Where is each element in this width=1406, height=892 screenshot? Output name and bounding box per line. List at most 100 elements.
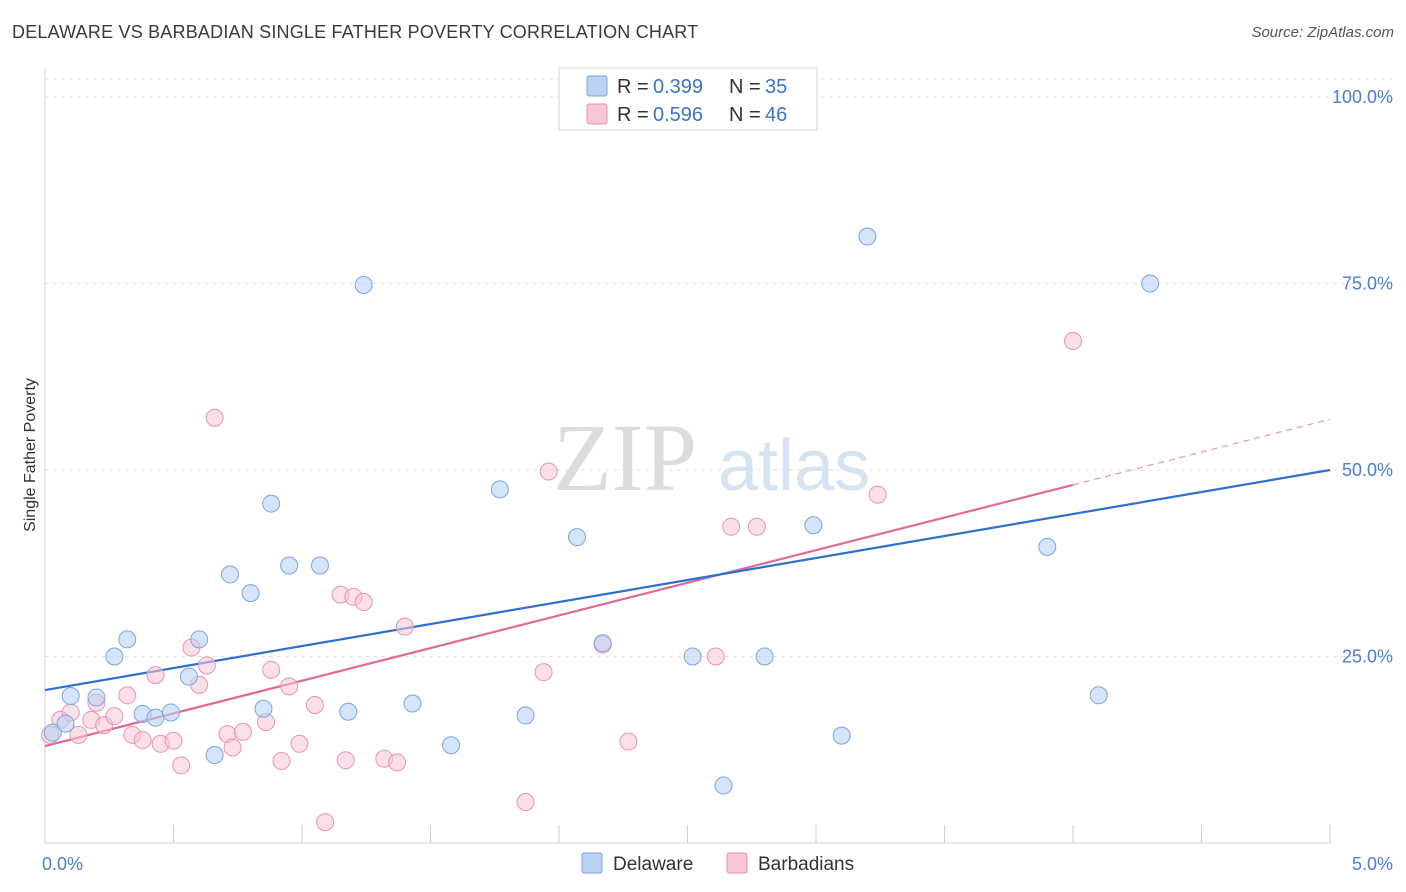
point-barbadians <box>516 792 535 811</box>
gridlines <box>45 78 1392 657</box>
point-barbadians <box>69 725 88 744</box>
legend-top: R = 0.399 N = 35 R = 0.596 N = 46 <box>558 67 818 131</box>
point-barbadians <box>539 462 558 481</box>
legend-r-label-barbadians: R = <box>617 104 649 126</box>
y-tick-label: 50.0% <box>1342 460 1393 480</box>
point-delaware <box>804 516 823 535</box>
source-credit: Source: ZipAtlas.com <box>1251 24 1394 41</box>
point-delaware <box>858 227 877 246</box>
legend-bottom: Delaware Barbadians <box>581 852 854 875</box>
point-barbadians <box>1064 331 1082 350</box>
point-delaware <box>683 647 702 666</box>
point-barbadians <box>354 593 373 612</box>
watermark-atlas: atlas <box>718 426 870 506</box>
point-delaware <box>241 584 260 603</box>
point-barbadians <box>146 666 165 685</box>
point-delaware <box>755 647 774 666</box>
point-delaware <box>832 726 851 745</box>
point-delaware <box>1038 537 1057 556</box>
legend-swatch-barbadians <box>586 103 608 125</box>
trend-line-barbadians <box>44 483 1074 748</box>
point-delaware <box>56 714 75 733</box>
legend-n-label-barbadians: N = <box>729 104 761 126</box>
point-barbadians <box>205 408 224 427</box>
point-barbadians <box>290 734 309 753</box>
point-barbadians <box>233 722 252 741</box>
point-barbadians <box>534 663 553 682</box>
legend-r-value-barbadians: 0.596 <box>653 104 703 126</box>
point-barbadians <box>395 617 414 636</box>
point-delaware <box>442 736 461 755</box>
point-barbadians <box>164 731 183 750</box>
point-delaware <box>339 702 358 721</box>
point-delaware <box>221 565 240 584</box>
point-delaware <box>205 745 224 764</box>
y-tick-label: 25.0% <box>1342 647 1393 667</box>
point-barbadians <box>223 738 242 757</box>
tick-labels: 25.0% 50.0% 75.0% 100.0% 0.0% 5.0% <box>42 87 1393 874</box>
y-tick-label: 100.0% <box>1332 87 1393 107</box>
point-barbadians <box>388 753 407 772</box>
trend-line-delaware <box>44 468 1331 692</box>
point-barbadians <box>280 677 299 696</box>
point-delaware <box>43 723 62 742</box>
point-delaware <box>310 556 329 575</box>
bottom-legend-swatch-barbadians <box>726 852 748 874</box>
point-barbadians <box>262 660 281 679</box>
point-delaware <box>146 708 165 727</box>
x-tick-label: 0.0% <box>42 854 83 874</box>
point-delaware <box>161 703 180 722</box>
point-delaware <box>403 694 422 713</box>
y-tick-label: 75.0% <box>1342 274 1393 294</box>
point-delaware <box>490 480 509 499</box>
point-barbadians <box>105 707 124 726</box>
point-delaware <box>254 699 273 718</box>
point-barbadians <box>722 517 741 536</box>
point-delaware <box>179 667 198 686</box>
legend-n-value-delaware: 35 <box>765 76 787 98</box>
point-delaware <box>516 706 535 725</box>
bottom-legend-swatch-delaware <box>581 852 603 874</box>
point-delaware <box>1141 274 1160 293</box>
point-barbadians <box>316 813 335 832</box>
legend-r-value-delaware: 0.399 <box>653 76 703 98</box>
bottom-legend-label-delaware: Delaware <box>613 854 693 875</box>
watermark-zip: ZIP <box>553 404 697 511</box>
point-barbadians <box>305 695 324 714</box>
point-delaware <box>354 275 373 294</box>
bottom-legend-label-barbadians: Barbadians <box>758 854 854 875</box>
point-delaware <box>593 634 612 653</box>
point-barbadians <box>272 751 291 770</box>
legend-r-label-delaware: R = <box>617 76 649 98</box>
legend-n-label-delaware: N = <box>729 76 761 98</box>
point-delaware <box>714 776 733 795</box>
point-delaware <box>262 494 281 513</box>
point-delaware <box>190 630 209 649</box>
point-delaware <box>280 556 299 575</box>
point-delaware <box>567 528 586 547</box>
legend-swatch-delaware <box>586 75 608 97</box>
point-delaware <box>87 688 106 707</box>
point-delaware <box>105 647 124 666</box>
legend-n-value-barbadians: 46 <box>765 104 787 126</box>
point-delaware <box>61 687 80 706</box>
x-tick-label: 5.0% <box>1352 854 1393 874</box>
point-barbadians <box>118 686 137 705</box>
point-barbadians <box>336 751 355 770</box>
chart-title: DELAWARE VS BARBADIAN SINGLE FATHER POVE… <box>12 22 699 42</box>
point-barbadians <box>747 517 766 536</box>
point-barbadians <box>133 731 152 750</box>
data-points <box>41 227 1160 832</box>
axes <box>44 68 1331 844</box>
point-delaware <box>1089 686 1108 705</box>
point-barbadians <box>172 756 191 775</box>
point-delaware <box>118 630 137 649</box>
point-barbadians <box>868 485 887 504</box>
trend-line-barbadians-extension <box>1072 418 1331 486</box>
point-barbadians <box>706 647 725 666</box>
point-barbadians <box>619 732 638 751</box>
point-barbadians <box>197 656 216 675</box>
y-axis-label: Single Father Poverty <box>22 378 39 532</box>
trend-lines <box>44 418 1331 748</box>
